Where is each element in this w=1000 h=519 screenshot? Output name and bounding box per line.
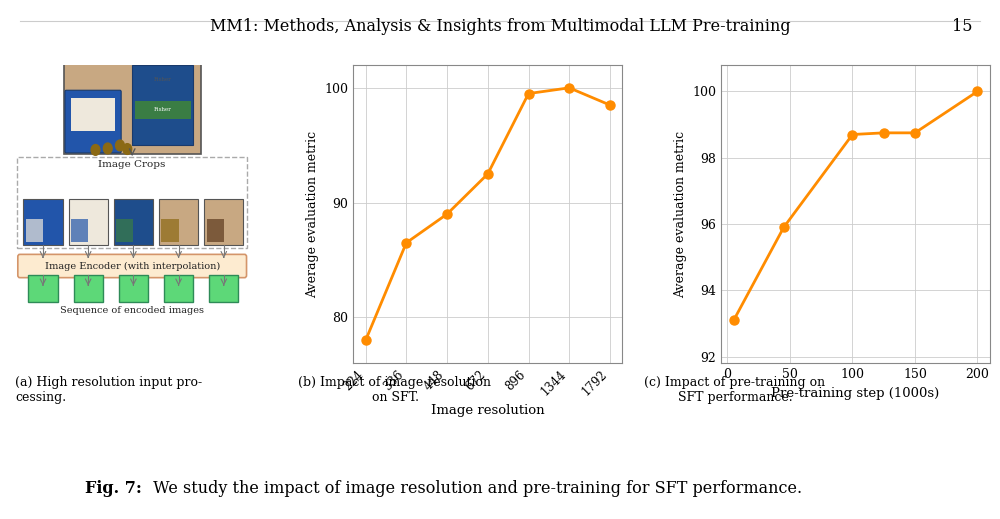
X-axis label: Image resolution: Image resolution: [431, 404, 545, 417]
Text: MM1: Methods, Analysis & Insights from Multimodal LLM Pre-training: MM1: Methods, Analysis & Insights from M…: [210, 18, 790, 35]
Text: (b) Impact of image resolution
on SFT.: (b) Impact of image resolution on SFT.: [298, 376, 492, 404]
FancyBboxPatch shape: [65, 90, 121, 153]
FancyBboxPatch shape: [119, 275, 148, 302]
FancyBboxPatch shape: [207, 218, 224, 242]
FancyBboxPatch shape: [116, 218, 133, 242]
Text: Fisher: Fisher: [154, 77, 172, 83]
FancyBboxPatch shape: [209, 275, 238, 302]
FancyBboxPatch shape: [135, 101, 191, 119]
FancyBboxPatch shape: [28, 275, 58, 302]
X-axis label: Pre-training step (1000s): Pre-training step (1000s): [771, 387, 940, 400]
FancyBboxPatch shape: [23, 199, 63, 245]
FancyBboxPatch shape: [69, 199, 108, 245]
FancyBboxPatch shape: [132, 65, 193, 145]
FancyBboxPatch shape: [64, 59, 201, 155]
FancyBboxPatch shape: [18, 254, 247, 278]
Text: Image Encoder (with interpolation): Image Encoder (with interpolation): [45, 262, 220, 270]
Y-axis label: Average evaluation metric: Average evaluation metric: [674, 130, 687, 298]
FancyBboxPatch shape: [71, 218, 88, 242]
Text: We study the impact of image resolution and pre-training for SFT performance.: We study the impact of image resolution …: [148, 480, 802, 497]
Circle shape: [103, 143, 112, 154]
Text: Fig. 7:: Fig. 7:: [85, 480, 142, 497]
FancyBboxPatch shape: [114, 199, 153, 245]
FancyBboxPatch shape: [26, 218, 43, 242]
Text: Sequence of encoded images: Sequence of encoded images: [60, 306, 204, 315]
FancyBboxPatch shape: [204, 199, 243, 245]
FancyBboxPatch shape: [159, 199, 198, 245]
Circle shape: [91, 145, 100, 155]
Text: 15: 15: [952, 18, 972, 35]
Text: Fisher: Fisher: [154, 107, 172, 112]
Text: (c) Impact of pre-training on
SFT performance.: (c) Impact of pre-training on SFT perfor…: [644, 376, 826, 404]
Circle shape: [116, 140, 124, 151]
FancyBboxPatch shape: [71, 98, 115, 131]
FancyBboxPatch shape: [74, 275, 103, 302]
FancyBboxPatch shape: [164, 275, 193, 302]
Text: (a) High resolution input pro-
cessing.: (a) High resolution input pro- cessing.: [15, 376, 202, 404]
Y-axis label: Average evaluation metric: Average evaluation metric: [306, 130, 319, 298]
Text: Image Crops: Image Crops: [98, 160, 166, 169]
FancyBboxPatch shape: [161, 218, 179, 242]
Circle shape: [123, 144, 132, 155]
